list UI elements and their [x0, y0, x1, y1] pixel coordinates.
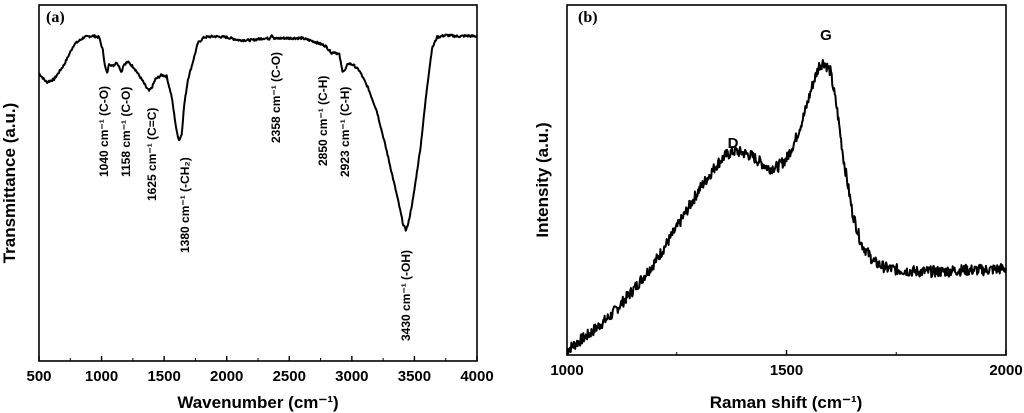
panel-b-ylabel: Intensity (a.u.)	[533, 122, 552, 237]
x-tick-label-a-4000: 4000	[460, 368, 493, 385]
x-tick-label-b-1000: 1000	[550, 362, 583, 379]
panel-b: 1000 1500 2000 (b) Raman shift (cm⁻¹) Inte…	[533, 4, 1023, 412]
annotation-3430: 3430 cm⁻¹ (-OH)	[399, 250, 413, 341]
annotation-1040: 1040 cm⁻¹ (C-O)	[97, 86, 111, 177]
annotation-1158: 1158 cm⁻¹ (C-O)	[119, 87, 133, 177]
annotation-1380: 1380 cm⁻¹ (-CH₂)	[178, 157, 192, 253]
panel-b-xlabel: Raman shift (cm⁻¹)	[710, 393, 863, 412]
annotation-1625: 1625 cm⁻¹ (C=C)	[145, 108, 159, 201]
annotation-2923: 2923 cm⁻¹ (C-H)	[338, 87, 352, 177]
raman-curve	[566, 59, 1007, 355]
x-tick-label-a-3500: 3500	[398, 368, 431, 385]
panel-b-label: (b)	[578, 9, 598, 26]
ftir-annotations: 1040 cm⁻¹ (C-O) 1158 cm⁻¹ (C-O) 1625 cm⁻…	[97, 52, 413, 341]
annotation-2358: 2358 cm⁻¹ (C-O)	[269, 52, 283, 143]
x-tick-label-a-2500: 2500	[273, 368, 306, 385]
x-tick-label-a-1500: 1500	[147, 368, 180, 385]
x-tick-label-b-2000: 2000	[989, 362, 1022, 379]
panel-b-frame	[566, 4, 1007, 356]
annotation-2850: 2850 cm⁻¹ (C-H)	[316, 76, 330, 166]
x-tick-label-b-1500: 1500	[770, 362, 803, 379]
ftir-curve	[38, 33, 478, 232]
x-tick-label-a-500: 500	[26, 368, 51, 385]
peak-g-label: G	[820, 27, 832, 44]
panel-a: 500 1000 1500 2000 2500 3000 3500 4000 (a) Wave…	[0, 4, 494, 412]
panel-b-ticks: 1000 1500 2000	[550, 350, 1023, 379]
panel-a-label: (a)	[46, 9, 65, 26]
x-tick-label-a-2000: 2000	[210, 368, 243, 385]
panel-a-ticks: 500 1000 1500 2000 2500 3000 3500 4000	[26, 356, 494, 385]
x-tick-label-a-3000: 3000	[335, 368, 368, 385]
panel-a-xlabel: Wavenumber (cm⁻¹)	[177, 393, 338, 412]
peak-d-label: D	[728, 135, 739, 152]
x-tick-label-a-1000: 1000	[85, 368, 118, 385]
panel-a-ylabel: Transmittance (a.u.)	[0, 103, 19, 264]
